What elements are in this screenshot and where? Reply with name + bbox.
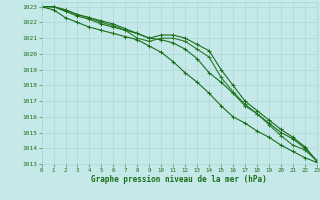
X-axis label: Graphe pression niveau de la mer (hPa): Graphe pression niveau de la mer (hPa): [91, 175, 267, 184]
